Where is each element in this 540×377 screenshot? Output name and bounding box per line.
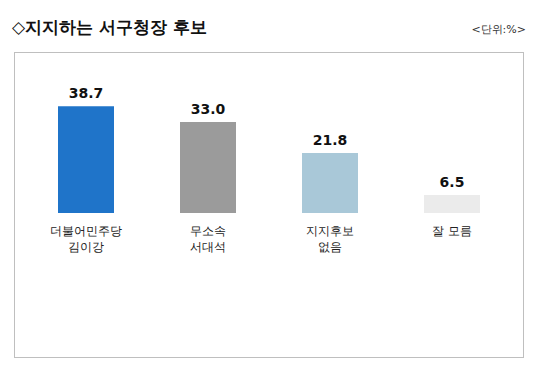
html-text:<단위:%>: <단위:%>: [471, 23, 526, 36]
svg-text:38.7: 38.7: [69, 85, 104, 101]
svg-text:33.0: 33.0: [191, 101, 226, 117]
svg-text:잘 모름: 잘 모름: [432, 224, 472, 238]
svg-text:21.8: 21.8: [313, 132, 348, 148]
svg-text:6.5: 6.5: [440, 174, 465, 190]
html-text:◇지지하는 서구청장 후보: ◇지지하는 서구청장 후보: [12, 17, 207, 37]
svg-text:무소속서대석: 무소속서대석: [190, 224, 226, 254]
svg-text:지지후보없음: 지지후보없음: [306, 224, 354, 254]
svg-text:더불어민주당김이강: 더불어민주당김이강: [50, 224, 122, 254]
